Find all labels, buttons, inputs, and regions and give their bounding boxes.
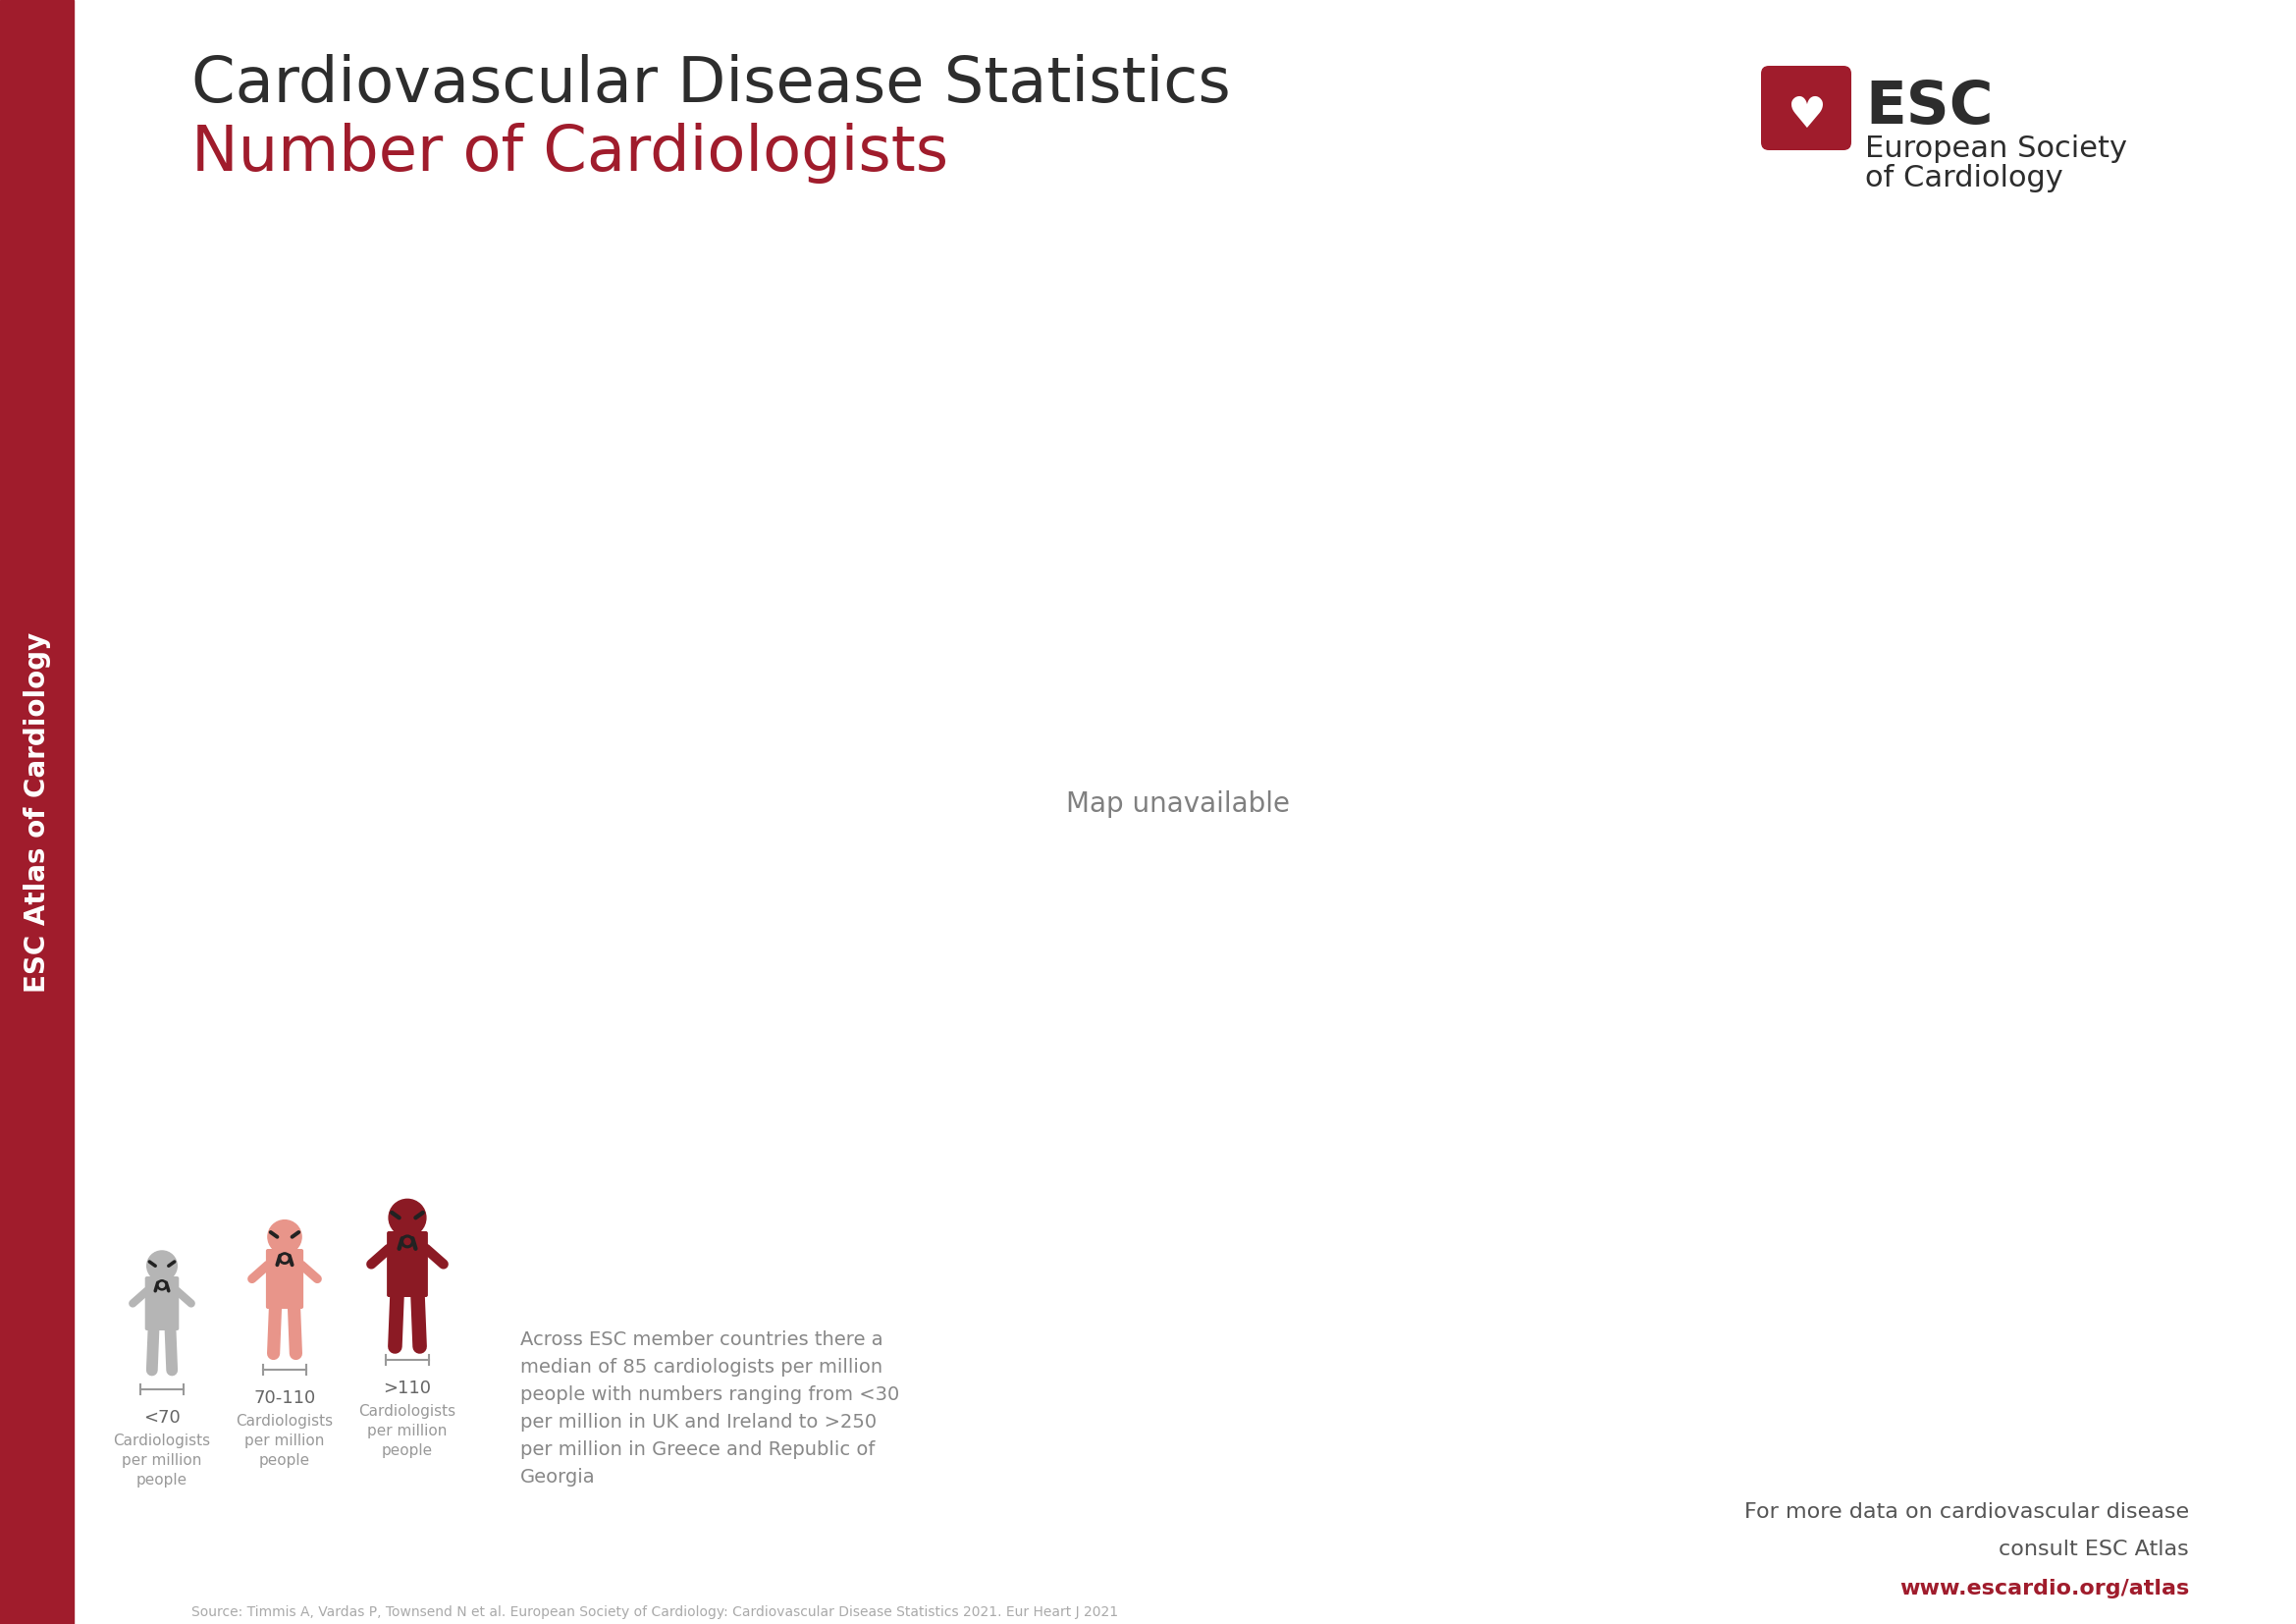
Text: <70: <70 [142, 1410, 181, 1426]
Circle shape [269, 1220, 301, 1254]
Text: Source: Timmis A, Vardas P, Townsend N et al. European Society of Cardiology: Ca: Source: Timmis A, Vardas P, Townsend N e… [191, 1606, 1118, 1619]
Circle shape [388, 1199, 427, 1236]
Text: of Cardiology: of Cardiology [1864, 164, 2064, 193]
Text: For more data on cardiovascular disease: For more data on cardiovascular disease [1745, 1502, 2188, 1522]
Circle shape [156, 1280, 168, 1289]
Text: consult ESC Atlas: consult ESC Atlas [2000, 1540, 2188, 1559]
FancyBboxPatch shape [1761, 67, 1851, 151]
Circle shape [282, 1255, 287, 1262]
Circle shape [402, 1236, 413, 1247]
Circle shape [404, 1239, 411, 1244]
Text: 70-110: 70-110 [253, 1390, 317, 1406]
Text: Across ESC member countries there a
median of 85 cardiologists per million
peopl: Across ESC member countries there a medi… [521, 1330, 900, 1486]
Text: Cardiovascular Disease Statistics: Cardiovascular Disease Statistics [191, 54, 1231, 115]
Circle shape [158, 1283, 165, 1288]
Circle shape [280, 1252, 289, 1263]
Text: ♥: ♥ [1786, 94, 1825, 136]
Text: Cardiologists
per million
people: Cardiologists per million people [358, 1405, 457, 1458]
FancyBboxPatch shape [145, 1276, 179, 1330]
Text: Map unavailable: Map unavailable [1065, 791, 1290, 817]
Text: Cardiologists
per million
people: Cardiologists per million people [113, 1434, 211, 1488]
Text: >110: >110 [383, 1379, 432, 1397]
Text: ESC Atlas of Cardiology: ESC Atlas of Cardiology [23, 632, 51, 992]
Circle shape [147, 1250, 177, 1281]
Text: ESC: ESC [1864, 78, 1993, 136]
Text: Cardiologists
per million
people: Cardiologists per million people [236, 1415, 333, 1468]
Text: European Society: European Society [1864, 135, 2126, 162]
Bar [0, 0, 73, 1624]
FancyBboxPatch shape [266, 1249, 303, 1309]
Text: Number of Cardiologists: Number of Cardiologists [191, 123, 948, 184]
FancyBboxPatch shape [386, 1231, 427, 1298]
Text: www.escardio.org/atlas: www.escardio.org/atlas [1899, 1579, 2188, 1598]
